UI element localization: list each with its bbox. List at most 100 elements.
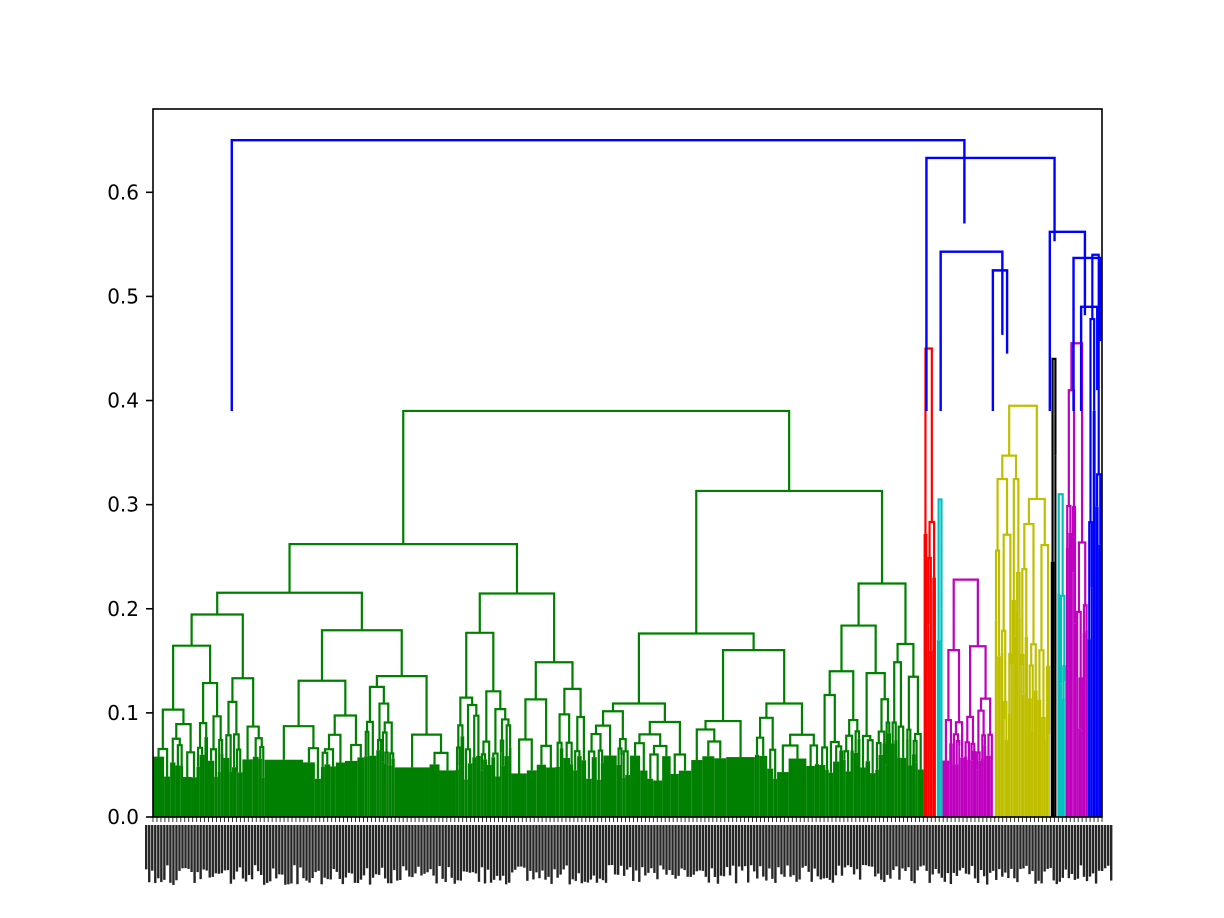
leaf-mass — [653, 780, 663, 817]
dendrogram-link — [1038, 649, 1045, 719]
x-leaf-label — [565, 825, 568, 866]
x-leaf-label — [332, 825, 335, 870]
x-leaf-label — [514, 825, 517, 870]
dendrogram-link — [924, 347, 933, 534]
x-leaf-label — [686, 825, 689, 877]
x-leaf-label — [580, 825, 584, 884]
dendrogram-link — [1008, 404, 1038, 499]
x-leaf-label — [780, 825, 783, 875]
leaf-mass — [691, 760, 703, 817]
dendrogram-link — [202, 681, 219, 724]
leaf-mass — [344, 760, 358, 817]
dendrogram-link — [161, 708, 185, 749]
dendrogram-link — [534, 661, 574, 700]
dendrogram-link — [524, 698, 548, 746]
dendrogram-link — [1059, 594, 1066, 684]
x-leaf-label — [1034, 825, 1037, 884]
x-leaf-label — [465, 825, 469, 872]
dendrogram-link — [789, 733, 815, 746]
dendrogram-link — [695, 728, 716, 761]
leaf-mass — [504, 756, 509, 817]
x-leaf-label — [635, 825, 638, 871]
dendrogram-link — [809, 744, 819, 766]
leaf-mass — [455, 769, 459, 817]
dendrogram-link — [601, 710, 624, 740]
leaf-mass — [885, 764, 888, 817]
x-leaf-label — [804, 825, 807, 866]
x-leaf-label — [335, 825, 338, 872]
leaf-mass — [232, 767, 237, 817]
top-link — [1079, 305, 1099, 411]
x-leaf-label — [462, 825, 466, 872]
dendrogram-link — [590, 732, 602, 752]
x-leaf-label — [907, 825, 910, 868]
x-leaf-label — [284, 825, 287, 885]
x-leaf-label — [154, 825, 157, 884]
x-leaf-label — [982, 825, 986, 877]
dendrogram-link — [333, 714, 358, 745]
x-leaf-label — [728, 825, 732, 876]
dendrogram-link — [574, 750, 581, 771]
leaf-mass — [891, 743, 895, 817]
dendrogram-link — [979, 697, 992, 735]
cluster-cyan-a — [936, 498, 943, 817]
dendrogram-link — [937, 498, 943, 641]
leaf-mass — [625, 775, 631, 817]
leaf-mass — [754, 754, 760, 817]
x-leaf-label — [1094, 825, 1098, 884]
y-tick-label: 0.0 — [107, 805, 139, 829]
x-leaf-label — [172, 825, 175, 885]
leaf-mass — [923, 533, 928, 817]
leaf-mass — [616, 764, 621, 817]
leaf-mass — [570, 764, 574, 817]
x-leaf-label — [1058, 825, 1061, 882]
x-leaf-label — [489, 825, 493, 883]
leaf-mass — [559, 748, 564, 817]
dendrogram-link — [721, 649, 786, 722]
x-leaf-label — [886, 825, 889, 875]
leaf-mass — [261, 777, 265, 817]
leaf-mass — [894, 740, 898, 817]
x-leaf-label — [217, 825, 221, 874]
leaf-mass — [603, 755, 617, 817]
leaf-mass — [932, 577, 936, 817]
leaf-mass — [236, 772, 239, 817]
leaf-mass — [1018, 617, 1021, 817]
x-leaf-label — [976, 825, 980, 883]
x-leaf-label — [813, 825, 816, 869]
dendrogram-link — [885, 721, 891, 765]
dendrogram-link — [914, 732, 922, 770]
top-link — [1048, 230, 1087, 411]
x-leaf-label — [471, 825, 475, 873]
dendrogram-link — [236, 748, 242, 773]
x-leaf-label — [1031, 825, 1034, 872]
dendrogram-link — [485, 690, 502, 742]
dendrogram-link — [638, 733, 662, 746]
x-leaf-label — [601, 825, 605, 881]
leaf-mass — [878, 754, 883, 817]
x-leaf-label — [680, 825, 683, 869]
x-leaf-label — [955, 825, 959, 876]
dendrogram-link — [1057, 493, 1064, 596]
dendrogram-link — [176, 744, 183, 766]
leaf-mass — [320, 767, 325, 817]
dendrogram-link — [1062, 665, 1067, 700]
top-link — [1072, 256, 1102, 411]
x-leaf-label — [774, 825, 777, 883]
x-leaf-label — [777, 825, 780, 868]
x-leaf-label — [1097, 825, 1101, 871]
y-tick-label: 0.3 — [107, 493, 139, 517]
x-leaf-label — [861, 825, 865, 866]
x-leaf-label — [1103, 825, 1107, 869]
dendrogram-link — [857, 582, 907, 645]
x-leaf-label — [641, 825, 644, 868]
dendrogram-link — [231, 677, 255, 727]
dendrogram-link — [1001, 454, 1018, 480]
x-leaf-labels — [145, 825, 1113, 885]
x-leaf-label — [895, 825, 898, 867]
cluster-cyan-b — [1057, 493, 1067, 817]
x-leaf-label — [393, 825, 396, 871]
leaf-mass — [882, 743, 886, 817]
leaf-mass — [1013, 636, 1017, 817]
dendrogram-link — [622, 750, 629, 778]
